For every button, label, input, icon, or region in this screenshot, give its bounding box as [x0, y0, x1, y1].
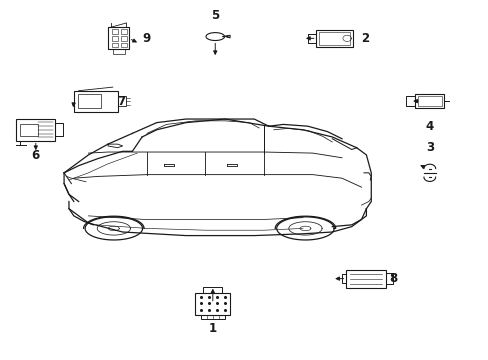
- Bar: [319, 32, 349, 45]
- Bar: [414, 94, 444, 108]
- Bar: [200, 315, 224, 319]
- Text: 2: 2: [361, 32, 369, 45]
- Text: 3: 3: [425, 141, 433, 154]
- Bar: [417, 96, 441, 107]
- Bar: [346, 270, 386, 288]
- Text: 9: 9: [142, 32, 151, 45]
- Text: 6: 6: [32, 149, 40, 162]
- Bar: [74, 91, 118, 112]
- Bar: [121, 36, 126, 41]
- Bar: [20, 124, 39, 136]
- Bar: [121, 42, 126, 47]
- Text: 1: 1: [208, 322, 216, 335]
- Bar: [108, 27, 129, 49]
- Bar: [16, 119, 55, 140]
- Bar: [203, 287, 222, 293]
- Text: 7: 7: [117, 95, 125, 108]
- Bar: [112, 42, 118, 47]
- Bar: [78, 94, 101, 108]
- Text: 5: 5: [211, 9, 219, 22]
- Bar: [121, 29, 126, 34]
- Bar: [112, 29, 118, 34]
- Bar: [112, 49, 124, 54]
- Bar: [195, 293, 230, 315]
- Bar: [118, 96, 126, 106]
- Bar: [112, 36, 118, 41]
- Text: 8: 8: [389, 272, 397, 285]
- Bar: [316, 30, 352, 47]
- Text: 4: 4: [425, 121, 433, 134]
